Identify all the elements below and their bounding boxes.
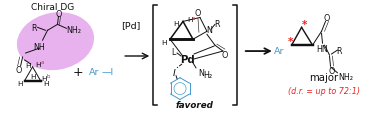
Text: H: H <box>187 17 192 23</box>
Text: NH₂: NH₂ <box>66 26 81 35</box>
Ellipse shape <box>17 13 94 71</box>
Text: I: I <box>173 69 175 78</box>
Text: O: O <box>55 10 62 19</box>
Text: a: a <box>40 60 44 65</box>
Text: Pd: Pd <box>180 54 194 64</box>
Text: Ar: Ar <box>89 68 100 77</box>
Text: *: * <box>302 20 307 30</box>
Text: HN: HN <box>317 44 328 53</box>
Text: H: H <box>17 80 22 86</box>
Text: H: H <box>36 61 41 67</box>
Text: O: O <box>328 67 335 76</box>
Text: H: H <box>43 80 48 86</box>
Text: H: H <box>25 62 30 68</box>
Text: N: N <box>198 69 204 78</box>
Text: L: L <box>171 47 175 56</box>
Text: R: R <box>337 46 342 55</box>
Text: R: R <box>31 24 36 33</box>
Text: H₂: H₂ <box>203 71 212 80</box>
Text: Ar: Ar <box>274 46 285 55</box>
Text: +: + <box>73 66 84 79</box>
Text: NH₂: NH₂ <box>338 73 353 81</box>
Text: H: H <box>161 40 167 46</box>
Text: O: O <box>222 50 228 59</box>
Text: b: b <box>46 74 50 79</box>
Text: major: major <box>309 72 338 82</box>
Text: —I: —I <box>101 68 113 77</box>
Text: O: O <box>15 66 22 75</box>
Text: Chiral DG: Chiral DG <box>31 3 74 12</box>
Text: favored: favored <box>176 100 214 109</box>
Text: R: R <box>214 20 220 29</box>
Text: NH: NH <box>34 42 45 51</box>
Text: H: H <box>42 75 47 81</box>
Text: H: H <box>30 73 35 79</box>
Text: *: * <box>288 37 293 47</box>
Text: a: a <box>192 16 195 21</box>
Text: H: H <box>173 21 179 27</box>
Text: (d.r. = up to 72:1): (d.r. = up to 72:1) <box>288 86 359 95</box>
Text: [Pd]: [Pd] <box>121 21 141 30</box>
Text: O: O <box>195 9 201 18</box>
Text: N: N <box>206 26 212 35</box>
Text: O: O <box>323 14 330 23</box>
